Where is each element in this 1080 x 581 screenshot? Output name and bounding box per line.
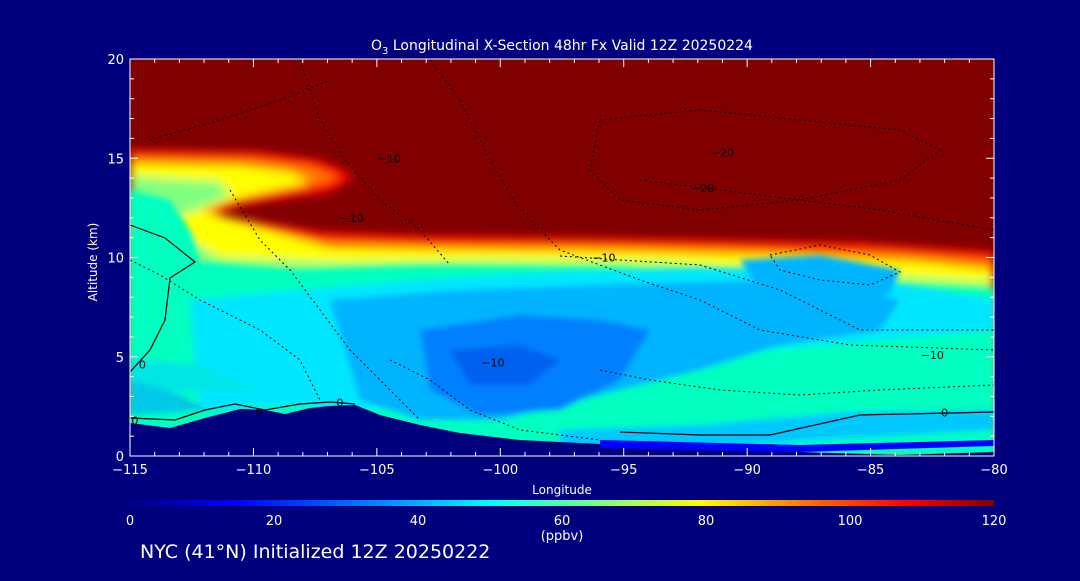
contour-label: −10 [481, 357, 504, 370]
colorbar-tick-label: 40 [410, 514, 427, 529]
contour-label: 0 [139, 359, 146, 372]
y-tick-label: 10 [107, 252, 124, 267]
field-band-westblue [130, 380, 210, 415]
surface-layer [600, 440, 994, 452]
contour-zero-east [619, 411, 994, 436]
contour-dash-1 [130, 259, 321, 401]
colorbar-tick-label: 100 [838, 514, 863, 529]
contour-label: 0 [255, 406, 262, 419]
footer-caption: NYC (41°N) Initialized 12Z 20250222 [140, 541, 491, 563]
contour-labels: −10 −10 −20 −20 −10 −10 −10 0 0 0 0 0 [131, 146, 948, 427]
ozone-field: −10 −10 −20 −20 −10 −10 −10 0 0 0 0 0 [130, 59, 994, 456]
field-band-pbl [560, 410, 994, 448]
contour-dash-2 [229, 189, 421, 421]
contour-dash-10 [599, 369, 994, 396]
x-tick-label: −110 [236, 463, 272, 478]
contour-label: −20 [711, 146, 734, 159]
contour-dash-4 [389, 359, 601, 441]
y-tick-label: 15 [107, 152, 124, 167]
contour-label: 0 [131, 414, 138, 427]
contour-dash-9 [559, 255, 994, 331]
colorbar [130, 500, 994, 506]
field-band-westcyan [130, 360, 260, 392]
y-tick-label: 20 [107, 53, 124, 68]
colorbar-tick-label: 80 [698, 514, 715, 529]
colorbar-axis: 0 20 40 60 80 100 120 [126, 514, 1007, 529]
x-tick-label: −85 [857, 463, 884, 478]
contour-label: −10 [921, 349, 944, 362]
contour-zero-terrain [130, 401, 356, 421]
y-tick-label: 0 [116, 450, 124, 465]
contour-dash-11 [149, 79, 331, 141]
field-band-eastblue [740, 255, 900, 300]
contour-dash-6 [589, 109, 941, 211]
contour-label: −20 [691, 182, 714, 195]
y-tick-label: 5 [116, 351, 124, 366]
terrain-mask [130, 405, 994, 456]
x-tick-label: −115 [112, 463, 148, 478]
colorbar-tick-label: 60 [554, 514, 571, 529]
x-tick-label: −105 [359, 463, 395, 478]
contour-dash-3 [299, 59, 451, 266]
contour-label: 0 [336, 396, 343, 409]
contour-label: −10 [378, 152, 401, 165]
chart-title: O3 Longitudinal X-Section 48hr Fx Valid … [371, 38, 753, 57]
colorbar-unit: (ppbv) [541, 529, 584, 544]
x-axis-title: Longitude [532, 483, 592, 497]
contour-zero-west [130, 224, 197, 373]
y-axis: 0 5 10 15 20 [107, 53, 994, 465]
x-tick-label: −80 [980, 463, 1007, 478]
contour-lines [130, 59, 994, 441]
colorbar-tick-label: 20 [266, 514, 283, 529]
contour-label: 0 [941, 406, 948, 419]
x-tick-label: −100 [482, 463, 518, 478]
contour-dash-7 [639, 179, 994, 231]
contour-label: −10 [592, 252, 615, 265]
y-axis-title: Altitude (km) [86, 223, 100, 302]
x-tick-label: −95 [610, 463, 637, 478]
colorbar-tick-label: 0 [126, 514, 134, 529]
x-axis: −115 −110 −105 −100 −95 −90 −85 −80 [112, 59, 1008, 478]
contour-label: −10 [341, 212, 364, 225]
x-tick-label: −90 [733, 463, 760, 478]
colorbar-tick-label: 120 [982, 514, 1007, 529]
field-band-deepblue [450, 345, 560, 385]
